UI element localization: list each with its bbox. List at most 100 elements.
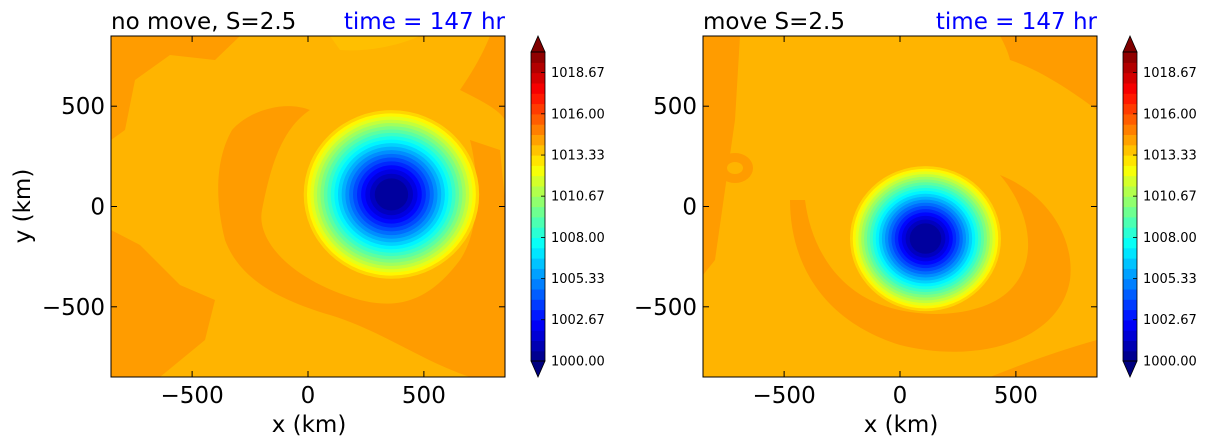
colorbar-band bbox=[531, 330, 545, 341]
y-tick-label: 0 bbox=[90, 195, 105, 221]
panel-title: no move, S=2.5 bbox=[111, 9, 296, 35]
contour-band-1016 bbox=[460, 36, 505, 120]
low-pressure-center bbox=[850, 166, 1001, 312]
contour-band-1016 bbox=[111, 230, 215, 377]
colorbar-band bbox=[531, 144, 545, 156]
colorbar-band bbox=[531, 268, 545, 280]
colorbar-band bbox=[531, 93, 545, 105]
colorbar-band bbox=[1123, 330, 1137, 341]
colorbar-band bbox=[531, 340, 545, 352]
axis-ticks: −500 0 500 −500 0 500 bbox=[42, 36, 505, 409]
x-axis-label: x (km) bbox=[272, 412, 347, 438]
colorbar-band bbox=[531, 350, 545, 362]
colorbar-band bbox=[531, 299, 545, 311]
colorbar: 1000.00 1002.67 1005.33 1008.00 1010.67 1013.… bbox=[1122, 35, 1197, 378]
colorbar-band bbox=[1123, 227, 1137, 238]
colorbar-band bbox=[1123, 268, 1137, 280]
colorbar-tick-label: 1000.00 bbox=[551, 355, 605, 370]
y-axis-label: y (km) bbox=[10, 169, 36, 244]
contour-band-1016 bbox=[111, 36, 240, 140]
colorbar-band bbox=[531, 175, 545, 187]
colorbar-band bbox=[1123, 216, 1137, 228]
colorbar-band bbox=[1123, 278, 1137, 290]
colorbar-band bbox=[1123, 206, 1137, 218]
colorbar-band bbox=[531, 134, 545, 146]
colorbar-band bbox=[531, 62, 545, 74]
colorbar-tick-label: 1005.33 bbox=[551, 272, 605, 287]
x-tick-label: 0 bbox=[301, 383, 316, 409]
colorbar-band bbox=[1123, 144, 1137, 156]
colorbar-band bbox=[1123, 350, 1137, 362]
colorbar-band bbox=[1123, 299, 1137, 311]
colorbar-tick-label: 1016.00 bbox=[551, 107, 605, 122]
colorbar-band bbox=[1123, 185, 1137, 197]
y-tick-label: 0 bbox=[682, 195, 697, 221]
panel-title: move S=2.5 bbox=[703, 9, 845, 35]
contour-field bbox=[703, 36, 1097, 377]
contour-level bbox=[374, 178, 409, 211]
y-tick-label: −500 bbox=[634, 295, 697, 321]
y-tick-label: 500 bbox=[653, 94, 697, 120]
colorbar-band bbox=[1123, 196, 1137, 208]
colorbar-frame bbox=[530, 51, 546, 362]
colorbar-band bbox=[1123, 134, 1137, 146]
colorbar-band bbox=[1123, 319, 1137, 331]
time-label: time = 147 hr bbox=[344, 9, 506, 35]
x-tick-label: 0 bbox=[893, 383, 908, 409]
colorbar-band bbox=[1123, 103, 1137, 115]
colorbar-band bbox=[1123, 258, 1137, 269]
colorbar-tick-label: 1005.33 bbox=[1143, 272, 1197, 287]
colorbar-band bbox=[531, 103, 545, 115]
colorbar-band bbox=[1123, 165, 1137, 177]
colorbar-band bbox=[531, 206, 545, 218]
colorbar-band bbox=[531, 52, 545, 63]
panel-move: move S=2.5 time = 147 hr −500 0 500 −500 0 50… bbox=[634, 9, 1197, 438]
colorbar-band bbox=[531, 196, 545, 208]
colorbar-tick-label: 1016.00 bbox=[1143, 107, 1197, 122]
colorbar-band bbox=[531, 185, 545, 197]
colorbar-extend-min bbox=[530, 360, 546, 378]
x-tick-label: 500 bbox=[402, 383, 446, 409]
colorbar-band bbox=[1123, 309, 1137, 321]
colorbar-band bbox=[531, 309, 545, 321]
colorbar-tick-label: 1008.00 bbox=[1143, 231, 1197, 246]
y-tick-label: −500 bbox=[42, 295, 105, 321]
colorbar-extend-min bbox=[1122, 360, 1138, 378]
colorbar-tick-label: 1018.67 bbox=[1143, 66, 1197, 81]
colorbar-band bbox=[1123, 124, 1137, 135]
colorbar-band bbox=[531, 113, 545, 125]
colorbar-extend-max bbox=[1122, 35, 1138, 53]
colorbar-frame bbox=[1122, 51, 1138, 362]
contour-band-1016 bbox=[218, 106, 505, 377]
colorbar-band bbox=[531, 82, 545, 94]
colorbar-band bbox=[1123, 113, 1137, 125]
colorbar-band bbox=[531, 124, 545, 135]
panel-no-move: no move, S=2.5 time = 147 hr −500 0 500−50… bbox=[10, 9, 605, 438]
colorbar-band bbox=[531, 319, 545, 331]
colorbar-band bbox=[531, 72, 545, 84]
colorbar-band bbox=[531, 227, 545, 238]
colorbar-tick-label: 1013.33 bbox=[551, 149, 605, 164]
low-pressure-center bbox=[303, 110, 480, 279]
colorbar-band bbox=[1123, 72, 1137, 84]
contour-band-1016 bbox=[990, 340, 1097, 377]
colorbar-tick-label: 1018.67 bbox=[551, 66, 605, 81]
y-tick-label: 500 bbox=[61, 94, 105, 120]
colorbar-band bbox=[531, 237, 545, 249]
colorbar-tick-label: 1008.00 bbox=[551, 231, 605, 246]
colorbar-tick-label: 1010.67 bbox=[551, 190, 605, 205]
axis-ticks: −500 0 500 −500 0 500 bbox=[634, 36, 1097, 409]
colorbar-band bbox=[531, 278, 545, 290]
colorbar-band bbox=[1123, 175, 1137, 187]
colorbar-band bbox=[1123, 237, 1137, 249]
time-label: time = 147 hr bbox=[936, 9, 1098, 35]
contour-band-1016 bbox=[790, 175, 1071, 352]
colorbar-band bbox=[531, 288, 545, 300]
colorbar-band bbox=[531, 216, 545, 228]
colorbar-band bbox=[1123, 288, 1137, 300]
contour-band-1014 bbox=[330, 36, 420, 51]
contour-band-1016 bbox=[1000, 36, 1097, 110]
colorbar-band bbox=[1123, 155, 1137, 166]
colorbar-tick-label: 1002.67 bbox=[551, 313, 605, 328]
